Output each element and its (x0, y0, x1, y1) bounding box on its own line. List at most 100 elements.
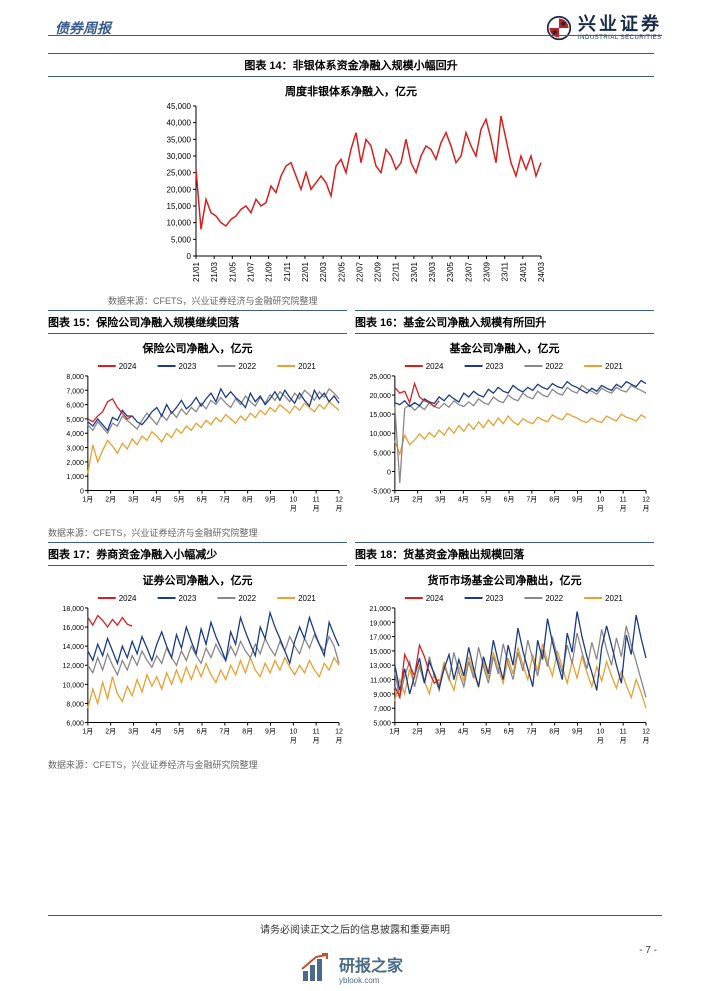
svg-text:2024: 2024 (119, 362, 137, 371)
watermark-en: yblook.com (339, 976, 403, 985)
svg-text:11: 11 (620, 497, 627, 504)
chart-16: 2024202320222021-5,00005,00010,00015,000… (355, 358, 654, 523)
page-footer: 请务必阅读正文之后的信息披露和重要声明 (48, 915, 662, 936)
svg-text:月: 月 (643, 504, 650, 512)
svg-text:8月: 8月 (549, 728, 560, 736)
svg-text:23/03: 23/03 (428, 261, 437, 282)
svg-text:3月: 3月 (435, 496, 446, 504)
svg-text:17,000: 17,000 (370, 635, 391, 642)
svg-text:4月: 4月 (458, 496, 469, 504)
svg-text:21/03: 21/03 (210, 261, 219, 282)
svg-text:15,000: 15,000 (167, 202, 192, 211)
svg-text:2023: 2023 (486, 594, 504, 603)
svg-text:23/01: 23/01 (410, 261, 419, 282)
svg-text:9月: 9月 (265, 496, 276, 504)
svg-text:13,000: 13,000 (370, 663, 391, 670)
svg-text:5,000: 5,000 (373, 450, 391, 457)
svg-text:3月: 3月 (128, 496, 139, 504)
svg-text:月: 月 (290, 736, 297, 744)
svg-text:2022: 2022 (545, 594, 563, 603)
svg-text:2022: 2022 (238, 362, 256, 371)
svg-text:4月: 4月 (151, 496, 162, 504)
svg-text:3月: 3月 (128, 728, 139, 736)
svg-text:10: 10 (596, 497, 604, 504)
svg-text:4月: 4月 (458, 728, 469, 736)
svg-text:6月: 6月 (504, 496, 515, 504)
svg-text:24/03: 24/03 (537, 261, 546, 282)
svg-text:2022: 2022 (238, 594, 256, 603)
svg-text:12,000: 12,000 (63, 663, 84, 670)
svg-text:2023: 2023 (179, 362, 197, 371)
svg-text:12: 12 (335, 497, 343, 504)
svg-text:月: 月 (597, 736, 604, 744)
svg-text:11: 11 (313, 497, 320, 504)
svg-text:3月: 3月 (435, 728, 446, 736)
svg-text:1,000: 1,000 (66, 474, 84, 481)
svg-text:22/09: 22/09 (374, 261, 383, 282)
watermark: 研报之家 yblook.com (299, 952, 403, 985)
svg-text:10: 10 (596, 729, 604, 736)
svg-text:20,000: 20,000 (370, 393, 391, 400)
svg-text:21/07: 21/07 (246, 261, 255, 282)
svg-text:19,000: 19,000 (370, 620, 391, 627)
svg-text:4,000: 4,000 (66, 431, 84, 438)
svg-text:8,000: 8,000 (66, 374, 84, 381)
svg-text:5月: 5月 (174, 496, 185, 504)
svg-text:2月: 2月 (105, 496, 116, 504)
svg-text:2023: 2023 (179, 594, 197, 603)
svg-text:2024: 2024 (119, 594, 137, 603)
svg-text:15,000: 15,000 (370, 649, 391, 656)
svg-text:5月: 5月 (174, 728, 185, 736)
svg-text:10,000: 10,000 (167, 219, 192, 228)
svg-text:月: 月 (620, 736, 627, 744)
svg-text:月: 月 (336, 736, 343, 744)
svg-text:月: 月 (620, 504, 627, 512)
svg-text:35,000: 35,000 (167, 135, 192, 144)
svg-text:6月: 6月 (197, 728, 208, 736)
svg-text:12: 12 (335, 729, 343, 736)
svg-text:5,000: 5,000 (171, 235, 192, 244)
chart-17: 20242023202220216,0008,00010,00012,00014… (48, 590, 347, 755)
svg-text:1月: 1月 (82, 728, 93, 736)
svg-text:11,000: 11,000 (370, 678, 391, 685)
svg-text:8,000: 8,000 (66, 701, 84, 708)
svg-text:12: 12 (642, 729, 650, 736)
svg-text:2021: 2021 (605, 362, 623, 371)
svg-text:4月: 4月 (151, 728, 162, 736)
svg-text:11: 11 (313, 729, 320, 736)
svg-text:7月: 7月 (526, 728, 537, 736)
svg-text:21/09: 21/09 (265, 261, 274, 282)
svg-text:2023: 2023 (486, 362, 504, 371)
svg-text:21/05: 21/05 (228, 261, 237, 282)
svg-text:月: 月 (597, 504, 604, 512)
chart-18: 20242023202220215,0007,0009,00011,00013,… (355, 590, 654, 755)
watermark-icon (299, 953, 331, 985)
svg-text:0: 0 (387, 469, 391, 476)
svg-text:月: 月 (336, 504, 343, 512)
svg-text:月: 月 (643, 736, 650, 744)
watermark-cn: 研报之家 (339, 952, 403, 976)
svg-text:45,000: 45,000 (167, 102, 192, 111)
svg-text:16,000: 16,000 (63, 625, 84, 632)
svg-text:2021: 2021 (298, 594, 316, 603)
page-number: - 7 - (639, 945, 657, 956)
svg-text:30,000: 30,000 (167, 152, 192, 161)
svg-text:2月: 2月 (412, 728, 423, 736)
svg-text:10: 10 (289, 729, 297, 736)
svg-text:5月: 5月 (481, 728, 492, 736)
svg-text:3,000: 3,000 (66, 446, 84, 453)
svg-text:7月: 7月 (219, 728, 230, 736)
svg-text:9月: 9月 (265, 728, 276, 736)
svg-text:7,000: 7,000 (66, 388, 84, 395)
svg-text:22/07: 22/07 (355, 261, 364, 282)
svg-text:0: 0 (80, 489, 84, 496)
svg-text:1月: 1月 (389, 728, 400, 736)
svg-text:6,000: 6,000 (66, 403, 84, 410)
svg-text:2月: 2月 (412, 496, 423, 504)
svg-text:20,000: 20,000 (167, 185, 192, 194)
svg-text:21/11: 21/11 (283, 261, 292, 281)
svg-text:23/09: 23/09 (483, 261, 492, 282)
svg-text:6,000: 6,000 (66, 721, 84, 728)
svg-text:23/11: 23/11 (501, 261, 510, 281)
svg-text:8月: 8月 (549, 496, 560, 504)
